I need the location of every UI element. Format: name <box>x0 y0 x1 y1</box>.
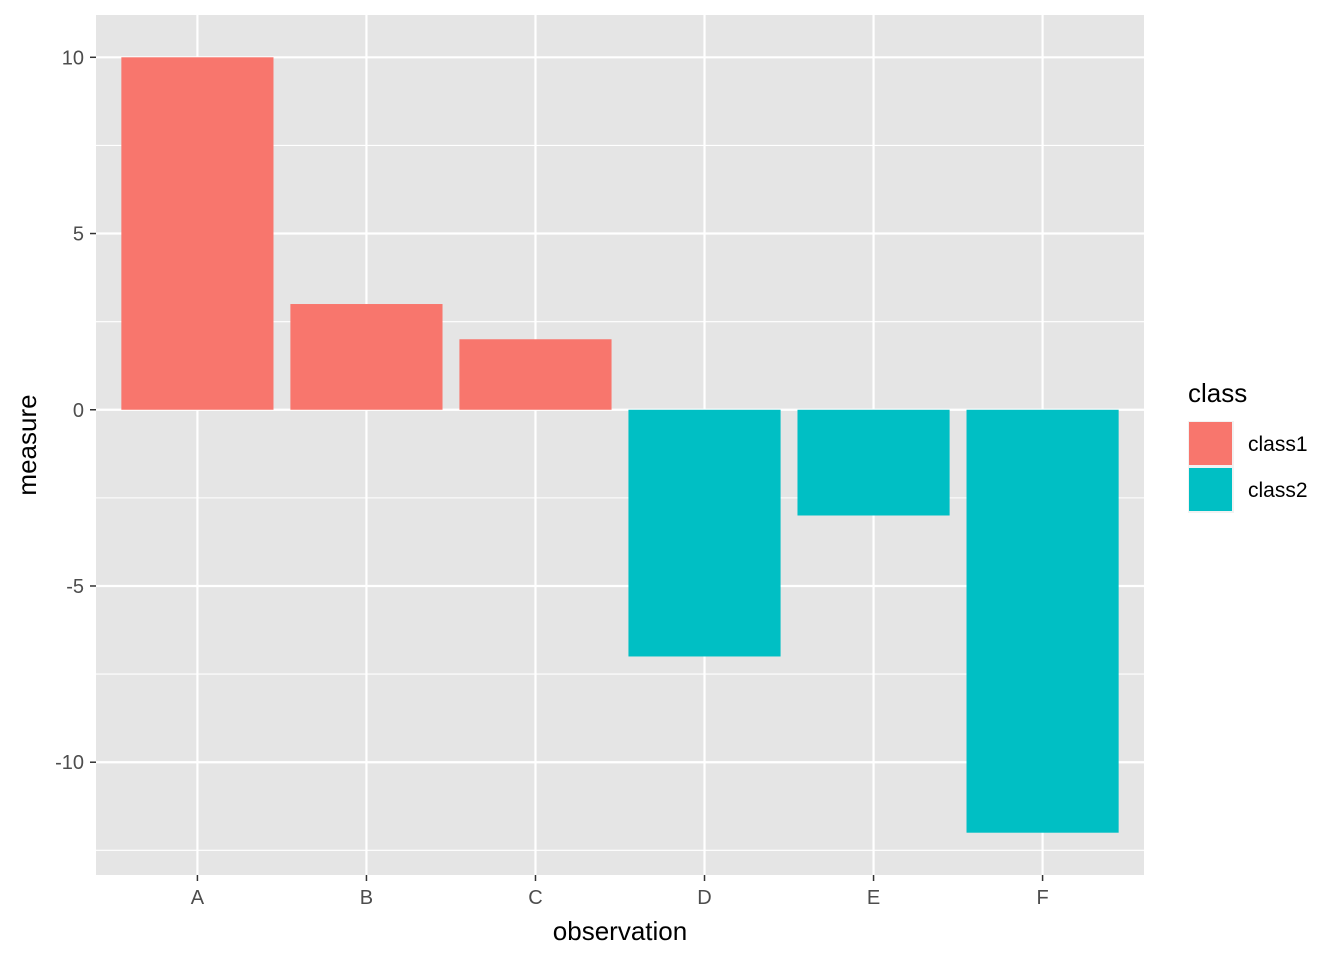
legend: class class1 class2 <box>1188 378 1308 513</box>
legend-label-class1: class1 <box>1248 433 1308 456</box>
legend-title: class <box>1188 378 1247 408</box>
y-axis-title: measure <box>12 394 42 495</box>
y-tick-label: -10 <box>55 752 84 774</box>
bars <box>121 57 1119 833</box>
bar-A <box>121 57 274 410</box>
x-axis-title: observation <box>553 916 687 946</box>
bar-C <box>459 339 612 410</box>
bar-D <box>628 409 781 657</box>
x-tick-label: E <box>867 887 880 909</box>
x-tick-label: F <box>1036 887 1048 909</box>
x-tick-label: B <box>360 887 373 909</box>
y-tick-label: 5 <box>73 224 84 246</box>
y-tick-label: -5 <box>66 576 84 598</box>
y-tick-label: 10 <box>62 47 84 69</box>
y-axis: -10 -5 0 5 10 <box>55 47 96 774</box>
legend-swatch-class2 <box>1189 468 1232 511</box>
x-tick-label: D <box>697 887 711 909</box>
legend-swatch-class1 <box>1189 422 1232 465</box>
legend-label-class2: class2 <box>1248 479 1308 502</box>
bar-B <box>290 304 443 410</box>
x-tick-label: A <box>191 887 205 909</box>
x-tick-label: C <box>528 887 542 909</box>
bar-F <box>966 409 1119 833</box>
bar-E <box>797 409 950 516</box>
x-axis: A B C D E F <box>191 875 1049 909</box>
y-tick-label: 0 <box>73 400 84 422</box>
